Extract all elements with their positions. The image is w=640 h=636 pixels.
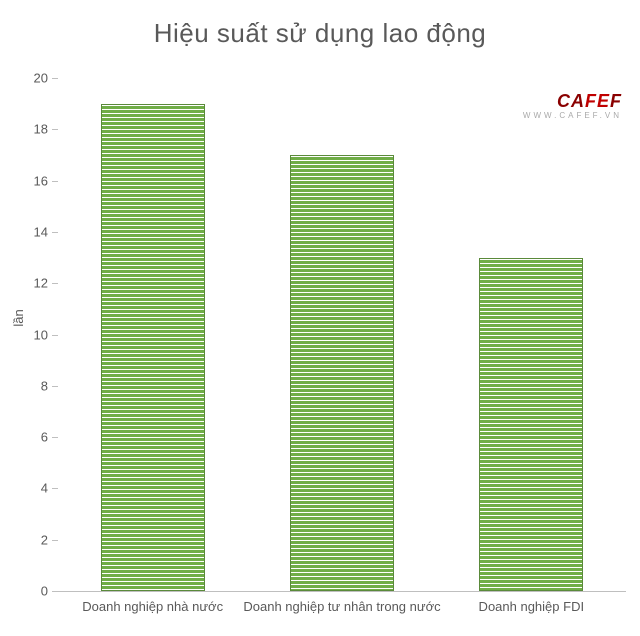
y-tick-label: 14	[34, 224, 48, 239]
y-axis-label: lần	[11, 309, 26, 326]
y-tick	[52, 591, 58, 592]
y-tick-label: 6	[41, 430, 48, 445]
bars-group: Doanh nghiệp nhà nướcDoanh nghiệp tư nhâ…	[58, 78, 626, 591]
bar-slot: Doanh nghiệp tư nhân trong nước	[247, 78, 436, 591]
bar	[479, 258, 583, 591]
y-tick-label: 4	[41, 481, 48, 496]
watermark-logo: CAFEF WWW.CAFEF.VN	[523, 92, 622, 120]
chart-container: Hiệu suất sử dụng lao động lần 024681012…	[0, 0, 640, 636]
x-tick-label: Doanh nghiệp FDI	[479, 599, 585, 614]
x-tick-label: Doanh nghiệp nhà nước	[82, 599, 223, 614]
y-tick-label: 18	[34, 122, 48, 137]
plot-area: 02468101214161820 Doanh nghiệp nhà nướcD…	[58, 78, 626, 592]
y-tick-label: 0	[41, 584, 48, 599]
y-tick-label: 16	[34, 173, 48, 188]
y-tick-label: 20	[34, 71, 48, 86]
y-tick-label: 12	[34, 276, 48, 291]
watermark-main-text: CAFEF	[557, 92, 622, 110]
bar	[101, 104, 205, 591]
watermark-sub-text: WWW.CAFEF.VN	[523, 111, 622, 120]
bar-slot: Doanh nghiệp nhà nước	[58, 78, 247, 591]
x-tick-label: Doanh nghiệp tư nhân trong nước	[243, 599, 440, 614]
y-tick-label: 10	[34, 327, 48, 342]
y-tick-label: 8	[41, 378, 48, 393]
bar	[290, 155, 394, 591]
bar-slot: Doanh nghiệp FDI	[437, 78, 626, 591]
chart-title: Hiệu suất sử dụng lao động	[0, 18, 640, 49]
y-tick-label: 2	[41, 532, 48, 547]
